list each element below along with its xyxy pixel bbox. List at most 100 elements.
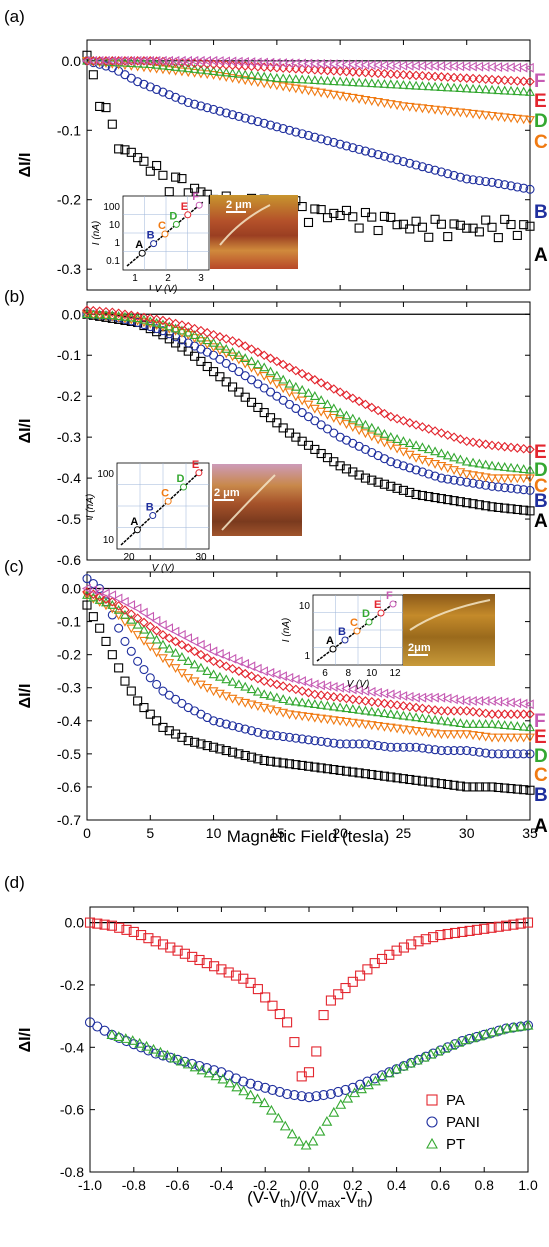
data-point [145,621,156,632]
data-point [314,1125,326,1136]
data-point [493,921,504,932]
data-point [158,639,168,649]
data-point [500,503,510,513]
data-point [493,749,503,759]
data-point [424,744,434,754]
data-point [183,97,193,108]
data-point [430,778,440,788]
data-point [170,647,181,657]
data-point [417,81,428,90]
data-point [150,936,161,947]
data-point [260,992,271,1003]
data-point [493,441,504,451]
data-point [216,964,227,975]
x-tick-label: 0.6 [431,1177,451,1193]
data-point [436,82,447,91]
data-point [461,706,472,716]
data-point [360,473,371,483]
data-point [106,920,117,931]
y-tick-label: 0.0 [62,53,82,69]
data-point [328,76,339,86]
y-tick-label: -0.3 [57,429,81,445]
data-point [252,1080,263,1091]
series-F [81,583,534,710]
data-point [493,782,503,793]
afm-image-b: 2 μm [212,464,302,536]
series-A [82,309,535,516]
data-point [297,686,307,696]
data-point [82,309,92,319]
data-point [487,84,497,94]
data-point [209,961,220,972]
data-point [165,942,176,953]
x-tick-label: 5 [146,825,154,841]
data-point [132,311,143,322]
data-point [500,483,510,493]
inset-x-tick-label: 8 [346,668,352,679]
data-point [278,359,288,370]
series-label-D: D [534,460,548,481]
data-point [282,1017,293,1028]
data-point [215,354,225,364]
data-point [316,395,327,405]
y-axis-label: ΔI/I [17,1028,34,1053]
data-point [309,75,320,85]
data-point [493,719,504,729]
data-point [386,153,396,163]
data-point [432,1045,444,1056]
data-point [404,726,415,736]
data-point [164,643,175,653]
data-point [240,69,251,79]
legend-label-PT: PT [446,1136,465,1153]
data-point [227,336,238,346]
data-point [385,100,396,110]
data-point [379,771,389,781]
data-point [284,682,295,693]
data-point [430,729,441,739]
data-point [398,156,408,167]
data-point [202,643,211,653]
data-point [284,83,295,93]
data-point [373,98,384,107]
inset-letter: F [192,191,199,203]
data-point [405,742,415,752]
data-point [328,90,339,100]
data-point [461,436,472,447]
data-point [525,749,535,759]
data-point [512,504,522,515]
data-point [455,746,465,756]
data-point [278,694,289,704]
data-point [279,1120,291,1131]
inset-letter: C [158,220,166,232]
data-point [240,750,250,761]
data-point [303,1092,315,1103]
data-point [417,455,428,465]
series-label-F: F [534,71,546,92]
data-point [151,615,161,626]
data-point [227,68,238,78]
x-tick-label: 0.2 [343,1177,363,1193]
data-point [145,166,155,176]
data-point [170,323,181,333]
data-point [177,320,187,330]
data-point [423,728,434,738]
data-point [443,232,453,242]
data-point [379,741,389,751]
data-point [145,319,156,329]
inset-letter: A [130,516,138,528]
data-point [455,108,466,118]
data-point [487,709,497,719]
inset-x-tick-label: 30 [195,552,207,563]
data-point [183,656,194,666]
inset-marker [133,526,141,534]
data-point [512,182,522,192]
data-point [303,1067,315,1078]
data-point [367,402,377,413]
data-point [525,785,535,795]
data-point [404,711,415,721]
x-axis-label: Magnetic Field (tesla) [227,827,390,846]
data-point [120,605,130,615]
data-point [481,748,491,758]
series-label-C: C [534,476,548,497]
data-point [329,384,339,394]
